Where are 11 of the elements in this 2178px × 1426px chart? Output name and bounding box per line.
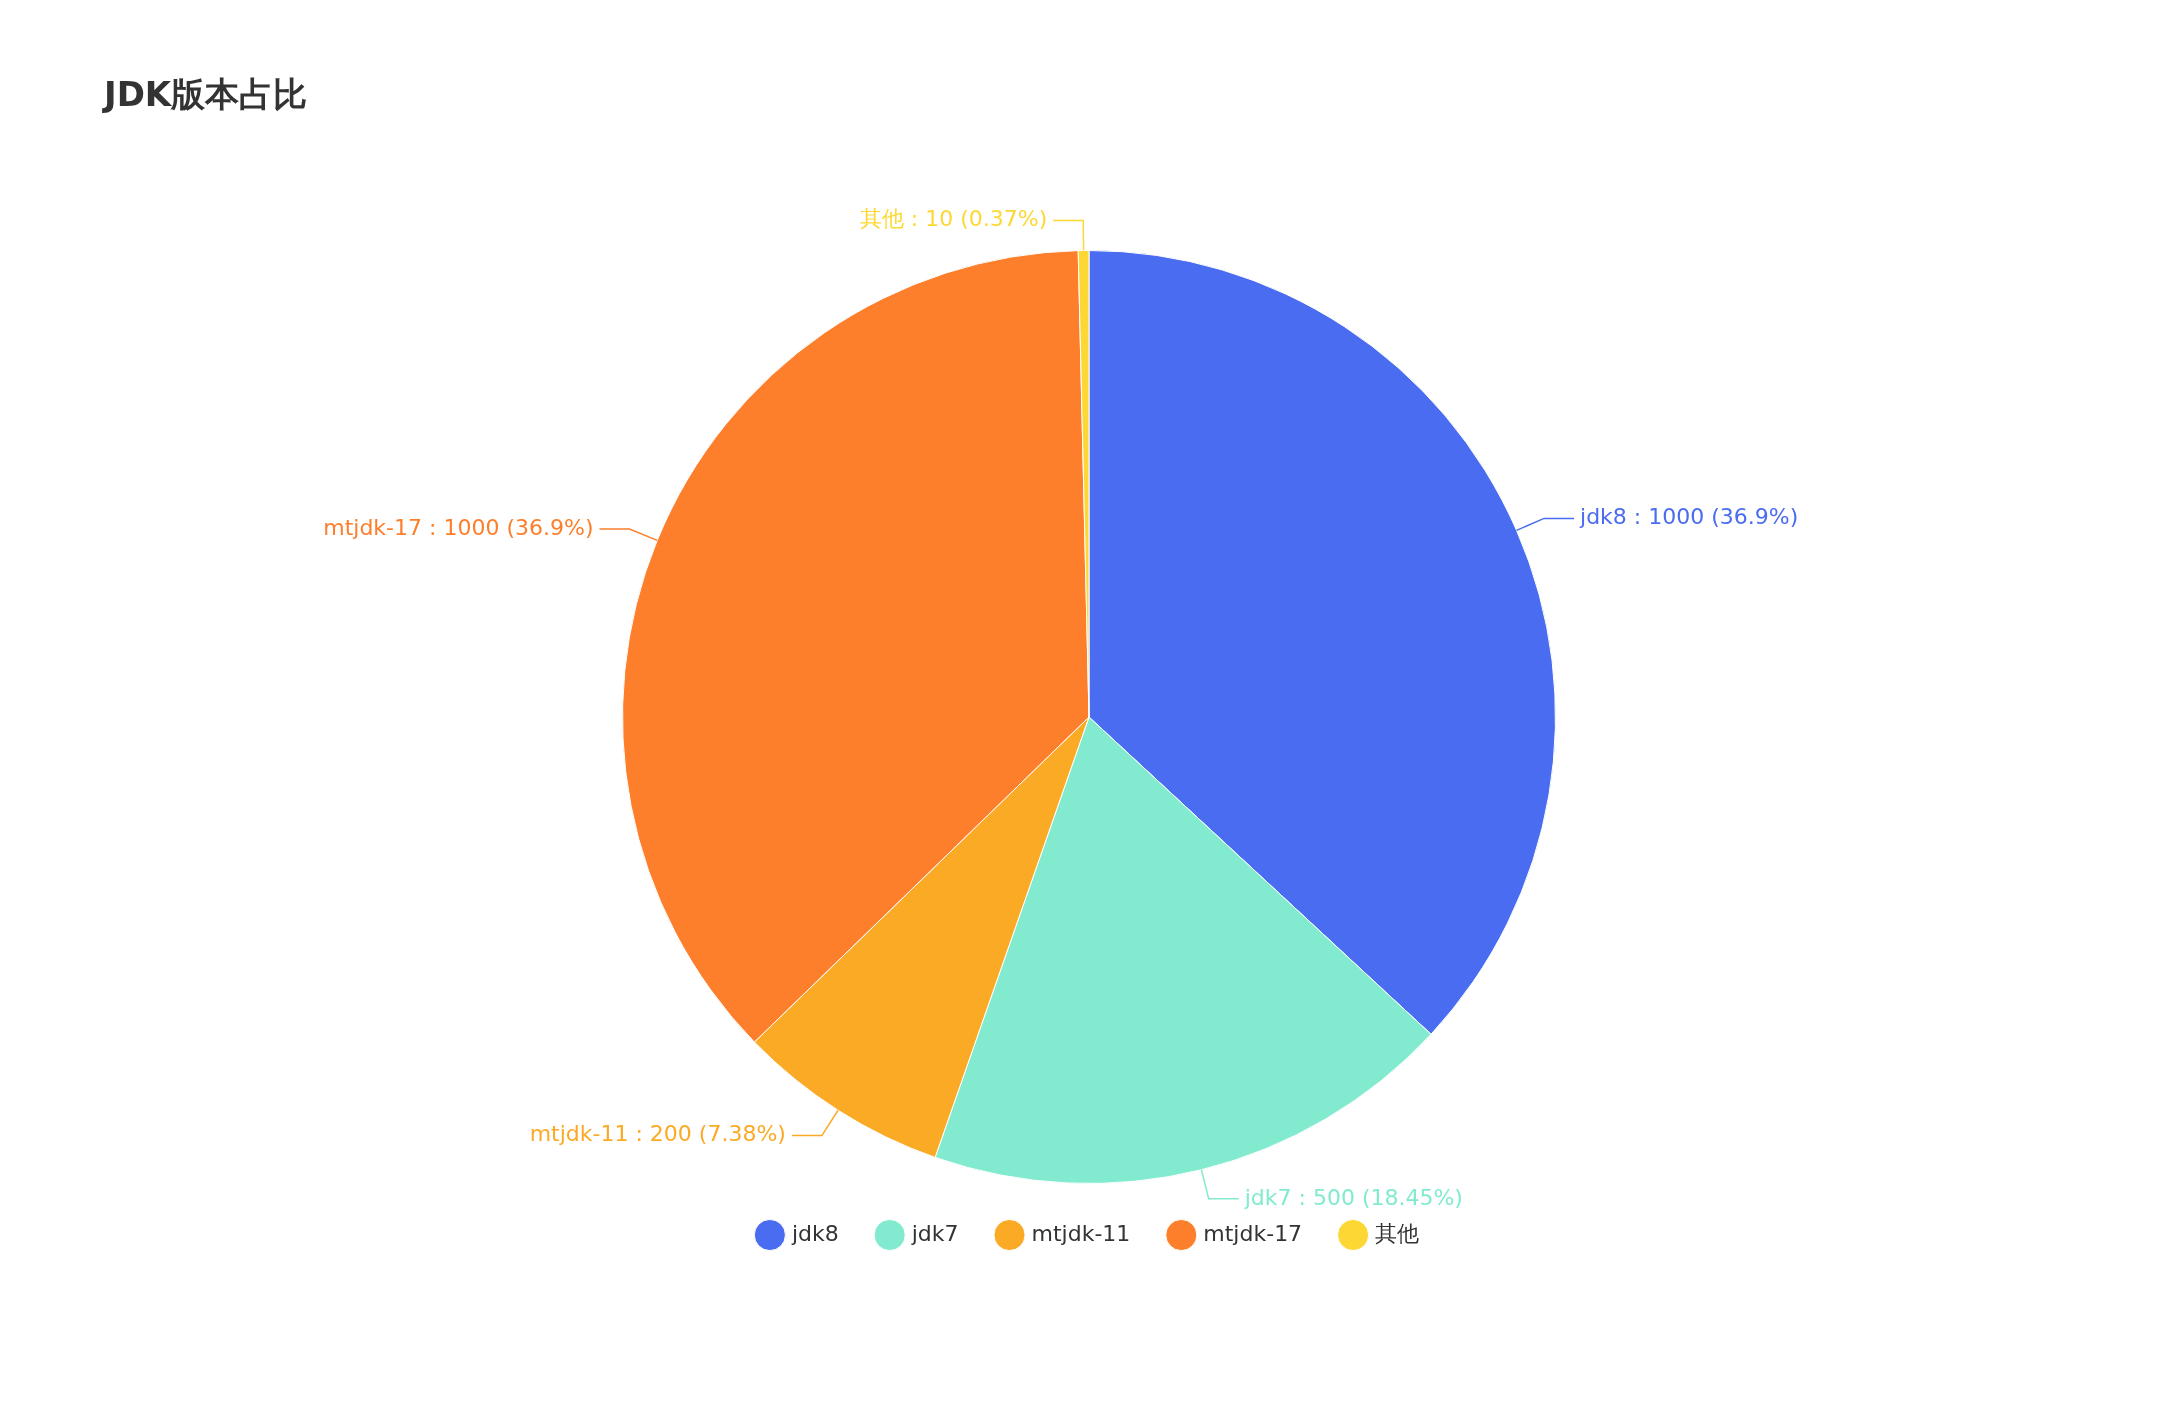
data-label: jdk8 : 1000 (36.9%) xyxy=(1579,504,1799,530)
data-label: mtjdk-17 : 1000 (36.9%) xyxy=(323,514,594,540)
data-label: jdk7 : 500 (18.45%) xyxy=(1243,1184,1463,1210)
legend-label: 其他 xyxy=(1375,1220,1420,1246)
legend-label: jdk7 xyxy=(910,1220,959,1246)
data-label: 其他 : 10 (0.37%) xyxy=(859,206,1048,232)
legend-label: mtjdk-11 xyxy=(1031,1220,1131,1246)
legend-label: mtjdk-17 xyxy=(1203,1220,1303,1246)
data-label: mtjdk-11 : 200 (7.38%) xyxy=(529,1121,786,1147)
chart-title: JDK版本占比 xyxy=(104,73,308,116)
legend-label: jdk8 xyxy=(790,1220,839,1246)
